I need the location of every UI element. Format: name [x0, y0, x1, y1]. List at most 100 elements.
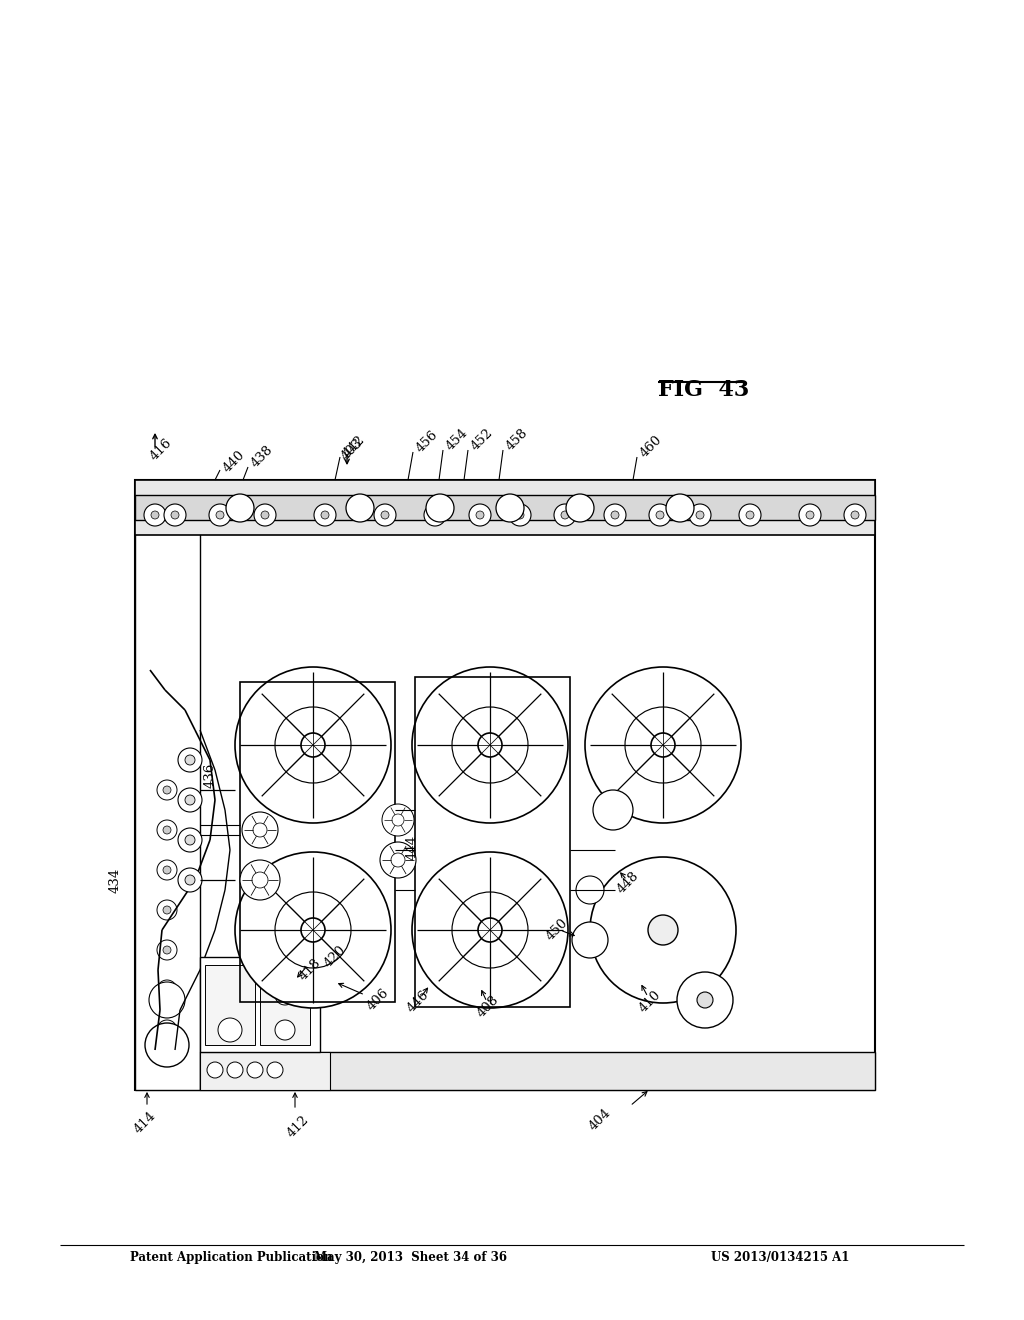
Text: 434: 434: [109, 867, 122, 892]
Circle shape: [604, 504, 626, 525]
Circle shape: [575, 876, 604, 904]
Text: 456: 456: [413, 429, 440, 455]
Circle shape: [648, 915, 678, 945]
Circle shape: [677, 972, 733, 1028]
Circle shape: [275, 708, 351, 783]
Text: 410: 410: [637, 989, 664, 1015]
Circle shape: [516, 511, 524, 519]
Circle shape: [476, 511, 484, 519]
Bar: [135, 495, 874, 520]
Circle shape: [381, 511, 389, 519]
Circle shape: [163, 986, 171, 994]
Circle shape: [301, 917, 325, 942]
Circle shape: [144, 504, 166, 525]
Circle shape: [392, 814, 404, 826]
Circle shape: [218, 1018, 242, 1041]
Bar: [200, 1052, 874, 1090]
Circle shape: [163, 866, 171, 874]
Text: 404: 404: [587, 1106, 613, 1134]
Circle shape: [346, 494, 374, 521]
Circle shape: [509, 504, 531, 525]
Circle shape: [611, 511, 618, 519]
Circle shape: [254, 504, 276, 525]
Bar: [135, 480, 200, 1090]
Text: 403: 403: [338, 437, 365, 463]
Text: 458: 458: [503, 426, 530, 454]
Text: May 30, 2013  Sheet 34 of 36: May 30, 2013 Sheet 34 of 36: [313, 1251, 507, 1265]
Circle shape: [696, 511, 705, 519]
Circle shape: [374, 504, 396, 525]
Circle shape: [275, 892, 351, 968]
Circle shape: [590, 857, 736, 1003]
Circle shape: [625, 708, 701, 783]
Bar: [415, 677, 570, 1007]
Text: Patent Application Publication: Patent Application Publication: [130, 1251, 333, 1265]
Circle shape: [697, 993, 713, 1008]
Circle shape: [275, 985, 295, 1005]
Text: 436: 436: [204, 763, 216, 788]
Circle shape: [145, 1023, 189, 1067]
Circle shape: [593, 789, 633, 830]
Circle shape: [252, 873, 268, 888]
Circle shape: [178, 869, 202, 892]
Text: 406: 406: [365, 986, 391, 1014]
Circle shape: [150, 982, 185, 1018]
Text: 412: 412: [285, 1114, 311, 1140]
Circle shape: [163, 946, 171, 954]
Circle shape: [157, 861, 177, 880]
Circle shape: [321, 511, 329, 519]
Text: 446: 446: [404, 989, 431, 1015]
Circle shape: [806, 511, 814, 519]
Circle shape: [178, 748, 202, 772]
Text: 460: 460: [637, 433, 664, 461]
Text: US 2013/0134215 A1: US 2013/0134215 A1: [711, 1251, 849, 1265]
Circle shape: [240, 861, 280, 900]
Circle shape: [227, 1063, 243, 1078]
Circle shape: [178, 788, 202, 812]
Text: 408: 408: [474, 994, 502, 1020]
Circle shape: [301, 733, 325, 756]
Circle shape: [185, 795, 195, 805]
Circle shape: [157, 940, 177, 960]
Circle shape: [242, 812, 278, 847]
Circle shape: [163, 826, 171, 834]
Circle shape: [478, 733, 502, 756]
Circle shape: [566, 494, 594, 521]
Circle shape: [656, 511, 664, 519]
Bar: [260, 965, 310, 1045]
Circle shape: [234, 667, 391, 822]
Circle shape: [185, 755, 195, 766]
Circle shape: [746, 511, 754, 519]
Circle shape: [216, 511, 224, 519]
Circle shape: [185, 875, 195, 884]
Text: 450: 450: [544, 916, 570, 944]
Circle shape: [561, 511, 569, 519]
Bar: [200, 1052, 330, 1090]
Circle shape: [382, 804, 414, 836]
Circle shape: [171, 511, 179, 519]
Circle shape: [178, 828, 202, 851]
Text: 418: 418: [297, 957, 324, 983]
Circle shape: [452, 892, 528, 968]
Text: FIG  43: FIG 43: [658, 379, 750, 401]
Text: 444: 444: [406, 834, 419, 859]
Circle shape: [469, 504, 490, 525]
Circle shape: [391, 853, 406, 867]
Bar: [205, 965, 255, 1045]
Bar: [200, 957, 319, 1052]
Text: 448: 448: [614, 870, 641, 896]
Circle shape: [431, 511, 439, 519]
Circle shape: [851, 511, 859, 519]
Circle shape: [157, 780, 177, 800]
Circle shape: [226, 494, 254, 521]
Circle shape: [572, 921, 608, 958]
Text: 420: 420: [322, 944, 348, 970]
Circle shape: [163, 785, 171, 795]
Circle shape: [666, 494, 694, 521]
Text: 440: 440: [220, 449, 247, 475]
Circle shape: [185, 836, 195, 845]
Text: 438: 438: [248, 444, 275, 470]
Circle shape: [651, 733, 675, 756]
Circle shape: [689, 504, 711, 525]
Circle shape: [649, 504, 671, 525]
